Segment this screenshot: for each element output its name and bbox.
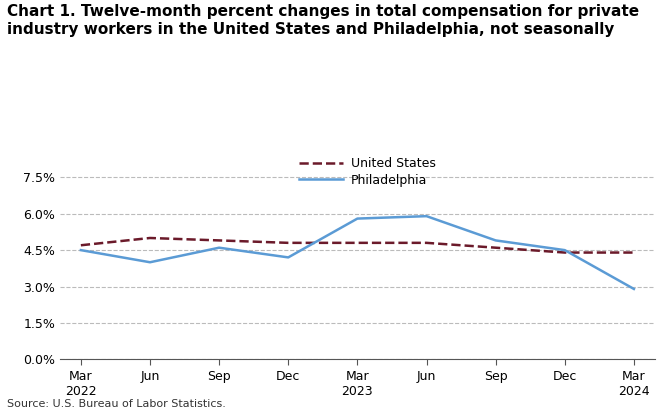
United States [630, 250, 638, 255]
Philadelphia [146, 260, 154, 265]
Philadelphia [77, 248, 85, 253]
United States [560, 250, 568, 255]
United States [146, 235, 154, 240]
United States [285, 240, 293, 245]
Line: United States: United States [81, 238, 634, 252]
Text: Source: U.S. Bureau of Labor Statistics.: Source: U.S. Bureau of Labor Statistics. [7, 399, 226, 409]
Text: Chart 1. Twelve-month percent changes in total compensation for private
industry: Chart 1. Twelve-month percent changes in… [7, 4, 639, 36]
United States [422, 240, 430, 245]
United States [353, 240, 361, 245]
Philadelphia [353, 216, 361, 221]
United States [492, 245, 500, 250]
Philadelphia [422, 214, 430, 218]
United States [215, 238, 223, 243]
Line: Philadelphia: Philadelphia [81, 216, 634, 289]
Philadelphia [492, 238, 500, 243]
Philadelphia [630, 287, 638, 292]
Philadelphia [560, 248, 568, 253]
Philadelphia [215, 245, 223, 250]
Legend: United States, Philadelphia: United States, Philadelphia [299, 157, 436, 187]
Philadelphia [285, 255, 293, 260]
United States [77, 243, 85, 248]
